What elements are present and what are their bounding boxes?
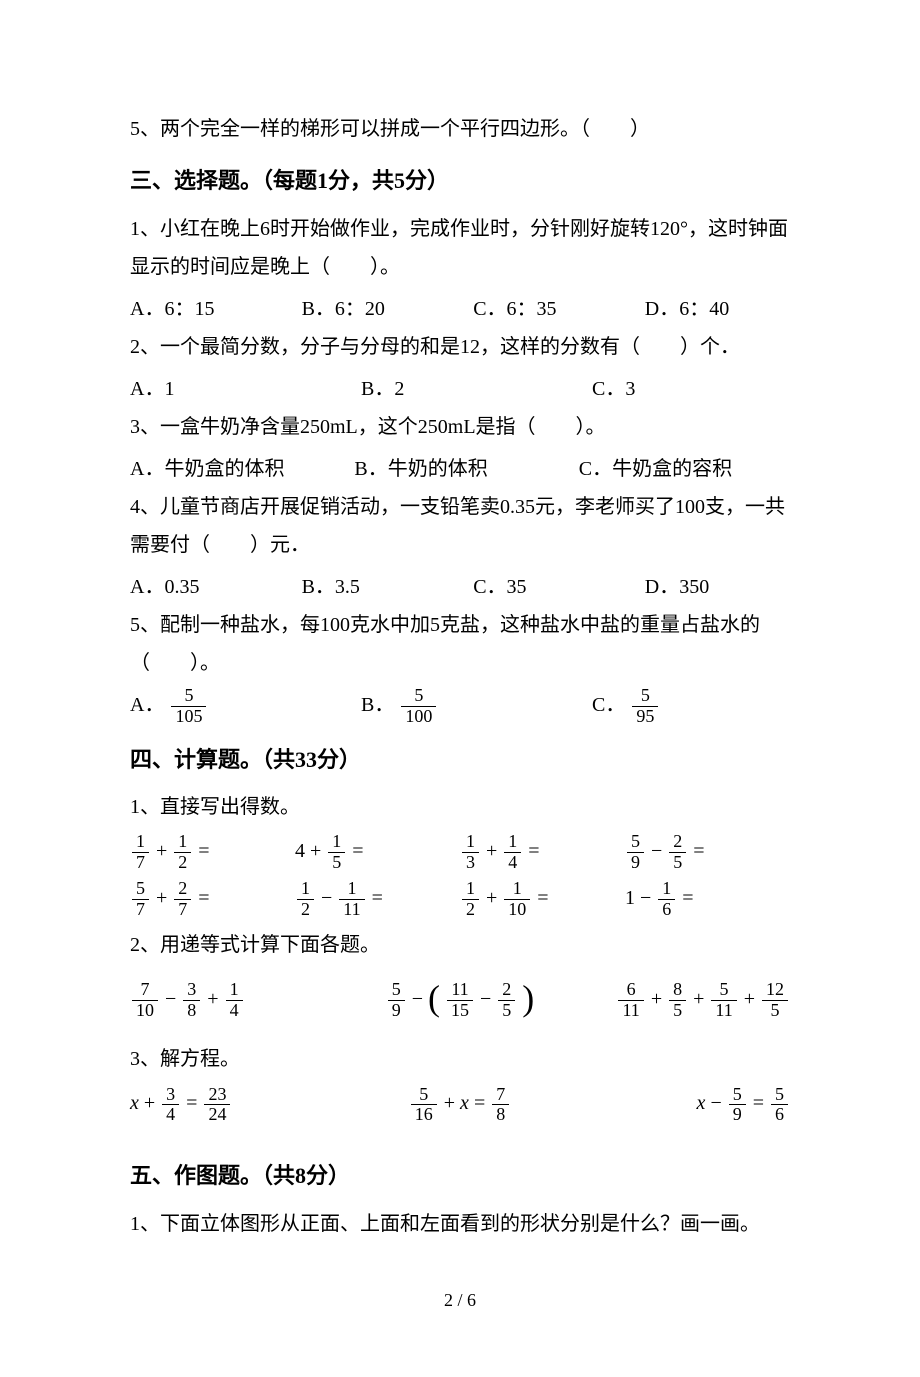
opt-prefix: B． [361,694,394,716]
sec3-q4-opt-d[interactable]: D．350 [645,568,790,606]
sec3-q1-text: 1、小红在晚上6时开始做作业，完成作业时，分针刚好旋转120°，这时钟面显示的时… [130,210,790,286]
expr: 13 + 14 = [460,832,625,873]
sec3-q2-text: 2、一个最简分数，分子与分母的和是12，这样的分数有（ ）个． [130,328,790,366]
sec3-q3-options: A．牛奶盒的体积 B．牛奶的体积 C．牛奶盒的容积 [130,450,790,488]
opt-prefix: C． [592,694,625,716]
sec3-q4-text: 4、儿童节商店开展促销活动，一支铅笔卖0.35元，李老师买了100支，一共需要付… [130,488,790,564]
sec3-q3-opt-b[interactable]: B．牛奶的体积 [354,450,578,488]
sec3-q2-options: A．1 B．2 C．3 [130,370,790,408]
expr: 1 − 16 = [625,879,790,920]
section-5-heading: 五、作图题。（共8分） [130,1155,790,1197]
sec3-q1-opt-d[interactable]: D．6：40 [645,290,790,328]
sec3-q2-opt-c[interactable]: C．3 [592,370,790,408]
sec3-q1-options: A．6：15 B．6：20 C．6：35 D．6：40 [130,290,790,328]
expr: 516 + x = 78 [350,1084,570,1125]
sec3-q4-opt-b[interactable]: B．3.5 [302,568,474,606]
sec3-q1-opt-a[interactable]: A．6：15 [130,290,302,328]
sec3-q1-opt-c[interactable]: C．6：35 [473,290,645,328]
expr: 12 + 110 = [460,879,625,920]
expr: 4 + 15 = [295,832,460,873]
page-number: 2 / 6 [130,1283,790,1317]
expr: 57 + 27 = [130,879,295,920]
sec3-q3-opt-a[interactable]: A．牛奶盒的体积 [130,450,354,488]
sec4-q3-exprs: x + 34 = 2324 516 + x = 78 x − 59 = 56 [130,1084,790,1125]
sec5-q1-text: 1、下面立体图形从正面、上面和左面看到的形状分别是什么？画一画。 [130,1205,790,1243]
expr: 611 + 85 + 511 + 125 [570,980,790,1021]
sec4-q1-row1: 17 + 12 = 4 + 15 = 13 + 14 = 59 − 25 = [130,832,790,873]
opt-prefix: A． [130,694,164,716]
sec3-q5-text: 5、配制一种盐水，每100克水中加5克盐，这种盐水中盐的重量占盐水的（ ）。 [130,606,790,682]
expr: x − 59 = 56 [570,1084,790,1125]
sec3-q2-opt-a[interactable]: A．1 [130,370,361,408]
section-3-heading: 三、选择题。（每题1分，共5分） [130,160,790,202]
sec3-q4-opt-c[interactable]: C．35 [473,568,645,606]
expr: 17 + 12 = [130,832,295,873]
fraction: 5100 [401,686,436,727]
sec4-q2-exprs: 710 − 38 + 14 59 − ( 1115 − 25 ) 611 + 8… [130,980,790,1021]
sec3-q4-options: A．0.35 B．3.5 C．35 D．350 [130,568,790,606]
sec3-q3-opt-c[interactable]: C．牛奶盒的容积 [579,450,790,488]
sec3-q2-opt-b[interactable]: B．2 [361,370,592,408]
sec4-q3-text: 3、解方程。 [130,1040,790,1078]
expr: x + 34 = 2324 [130,1084,350,1125]
expr: 59 − ( 1115 − 25 ) [350,980,570,1021]
sec4-q1-text: 1、直接写出得数。 [130,788,790,826]
sec3-q5-opt-c[interactable]: C． 595 [592,686,790,727]
sec3-q5-options: A． 5105 B． 5100 C． 595 [130,686,790,727]
sec2-q5: 5、两个完全一样的梯形可以拼成一个平行四边形。（ ） [130,110,790,148]
sec4-q1-row2: 57 + 27 = 12 − 111 = 12 + 110 = 1 − 16 = [130,879,790,920]
expr: 12 − 111 = [295,879,460,920]
sec4-q2-text: 2、用递等式计算下面各题。 [130,926,790,964]
sec3-q4-opt-a[interactable]: A．0.35 [130,568,302,606]
expr: 710 − 38 + 14 [130,980,350,1021]
sec3-q3-text: 3、一盒牛奶净含量250mL，这个250mL是指（ ）。 [130,408,790,446]
sec3-q5-opt-b[interactable]: B． 5100 [361,686,592,727]
fraction: 5105 [171,686,206,727]
sec3-q1-opt-b[interactable]: B．6：20 [302,290,474,328]
expr: 59 − 25 = [625,832,790,873]
sec3-q5-opt-a[interactable]: A． 5105 [130,686,361,727]
section-4-heading: 四、计算题。（共33分） [130,739,790,781]
fraction: 595 [632,686,658,727]
